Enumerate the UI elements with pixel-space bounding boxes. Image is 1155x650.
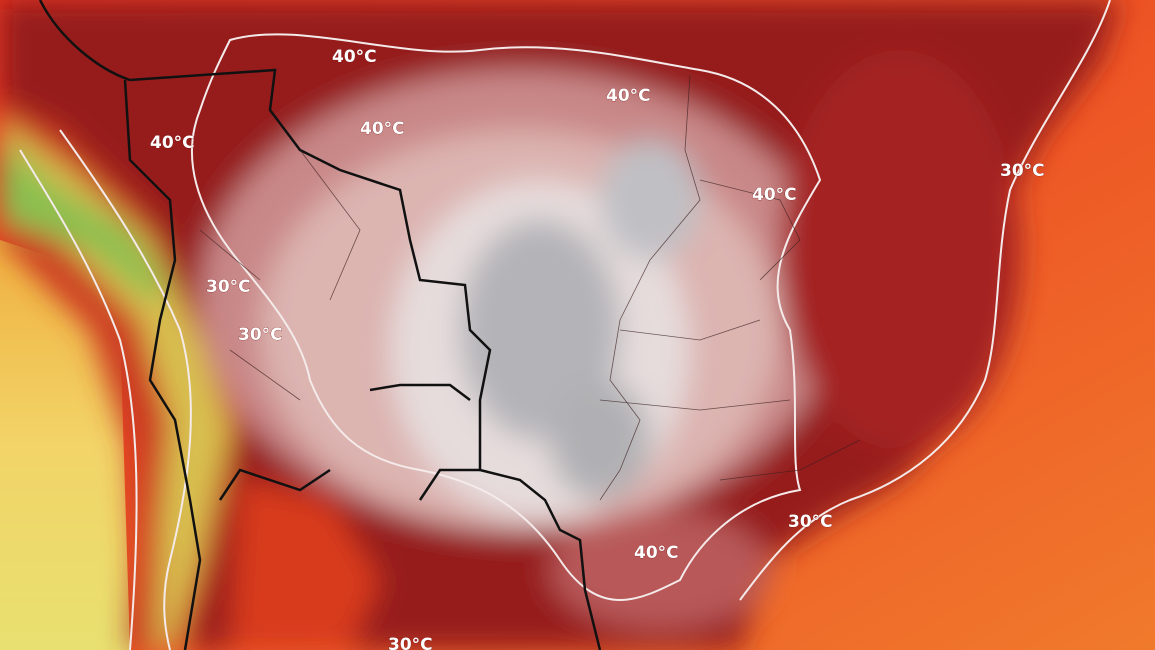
isotherm-label: 40°C <box>752 185 797 205</box>
isotherm-label: 40°C <box>606 86 651 106</box>
isotherm-label: 30°C <box>388 635 433 650</box>
borders <box>38 0 861 650</box>
land-temperature <box>0 0 1120 650</box>
contours <box>19 0 1111 650</box>
isotherm-label: 40°C <box>634 543 679 563</box>
temperature-labels: 40°C 40°C 40°C 40°C 40°C 40°C 30°C 30°C 30°C 30°C… <box>150 47 1045 650</box>
isotherm-label: 30°C <box>238 325 283 345</box>
isotherm-label: 30°C <box>206 277 251 297</box>
isotherm-label: 30°C <box>1000 161 1045 181</box>
isotherm-label: 30°C <box>788 512 833 532</box>
isotherm-label: 40°C <box>332 47 377 67</box>
isotherm-label: 40°C <box>150 133 195 153</box>
isotherm-label: 40°C <box>360 119 405 139</box>
